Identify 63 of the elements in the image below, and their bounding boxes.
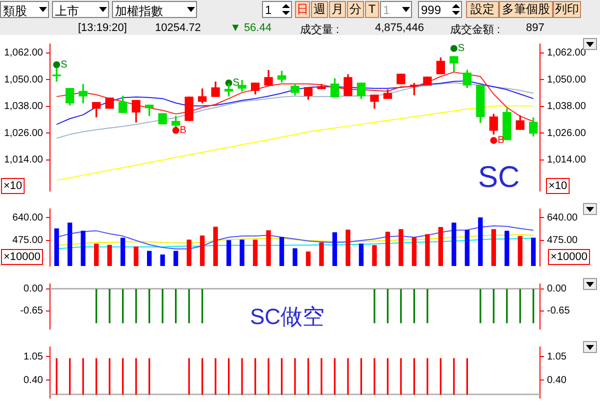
text: ×10 [4,180,22,192]
candlestick [184,96,194,121]
y2-tick-label: 0.40 [547,374,567,386]
dropdown-field: 類股 [0,1,49,18]
text: ×10000 [4,251,41,264]
text: S [458,43,465,54]
number-field: 1 [262,1,292,18]
y-tick-label: -0.65 [20,306,44,317]
text: B [498,135,504,146]
point [490,136,498,144]
y-tick-label: 1,014.00 [4,154,44,166]
y-tick-label: 1.05 [24,351,44,362]
text: 4,875,446 [375,22,424,34]
button: 列印 [553,1,581,18]
y2-tick-label: 1,038.00 [547,101,586,112]
point [53,61,60,68]
text: S [60,59,68,70]
y2-tick-label: 1.05 [547,351,567,362]
point [450,44,458,52]
candlestick [158,113,167,124]
button: 設定 [466,1,499,18]
y2-tick-label: 1,062.00 [547,48,586,59]
dropdown-field: 1 [380,1,412,18]
y2-tick-label: 640.00 [547,212,578,224]
annotation: SC [478,161,520,194]
number-field: 999 [418,1,462,18]
y2-tick-label: 1,050.00 [547,74,586,86]
y-tick-label: 475.00 [12,235,44,246]
y-tick-label: 1,026.00 [4,128,44,139]
y-tick-label: 0.40 [24,374,44,386]
y2-tick-label: -0.65 [547,306,570,317]
button: 多筆個股 [499,1,553,18]
text: ×10000 [550,251,588,264]
series-label: S [232,78,240,89]
y2-tick-label: 1,014.00 [547,154,586,166]
text: 897 [526,22,544,34]
text: ×10 [548,180,568,192]
series-label: B [180,125,187,136]
text: ▼ 56.44 [230,22,272,34]
dropdown-field: 上市 [52,1,109,18]
text: 成交金額 : [450,22,500,37]
button: 分 [347,1,364,18]
button: T [365,1,379,18]
dropdown-field: 加權指數 [112,1,197,18]
y-tick-label: 1,062.00 [4,48,44,59]
y-tick-label: 1,050.00 [4,74,44,86]
button: 日 [295,1,310,18]
y-tick-label: 1,038.00 [4,101,44,112]
point [172,126,180,134]
y-tick-label: 0.00 [24,284,44,295]
candlestick [423,76,432,86]
candlestick [144,104,154,116]
annotation: SC做空 [250,304,325,329]
button: 週 [311,1,328,18]
text: 10254.72 [155,22,201,34]
y-tick-label: 640.00 [12,212,44,224]
button: 月 [329,1,346,18]
y2-tick-label: 0.00 [547,284,567,295]
text: 成交量 : [300,22,340,37]
text: [13:19:20] [78,22,127,34]
y2-tick-label: 475.00 [547,235,578,246]
y2-tick-label: 1,026.00 [547,128,586,139]
candlestick [396,74,406,84]
